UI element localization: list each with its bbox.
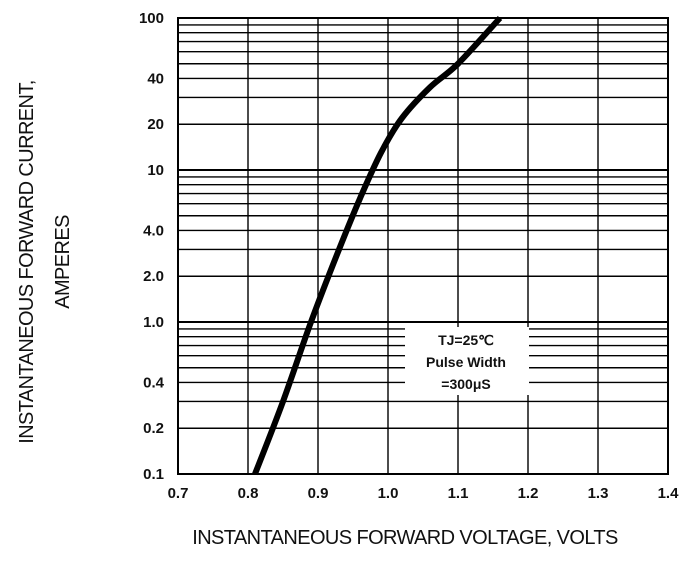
forward-characteristic-curve: [252, 15, 503, 476]
x-tick-label: 1.3: [588, 485, 609, 502]
y-tick-label: 0.1: [143, 466, 164, 483]
x-tick-label: 1.1: [448, 485, 469, 502]
tick-label-layer: 0.7 0.8 0.9 1.0 1.1 1.2 1.3 1.4 0.1 0.2 0.4 1.0 2.0 4…: [139, 10, 679, 502]
x-axis-title: INSTANTANEOUS FORWARD VOLTAGE, VOLTS: [192, 527, 618, 549]
y-axis-title-line-1: INSTANTANEOUS FORWARD CURRENT,: [16, 80, 38, 444]
plot-frame: [177, 17, 669, 475]
series-layer: [252, 15, 503, 476]
x-tick-label: 1.2: [518, 485, 539, 502]
x-tick-label: 0.9: [308, 485, 329, 502]
y-tick-label: 10: [147, 162, 164, 179]
y-tick-label: 20: [147, 116, 164, 133]
x-tick-label: 1.4: [658, 485, 680, 502]
y-tick-label: 100: [139, 10, 164, 27]
x-tick-label: 0.8: [238, 485, 259, 502]
y-tick-label: 0.2: [143, 420, 164, 437]
annotation-line-pulse-value: =300μS: [441, 376, 490, 392]
grid-layer: [177, 17, 669, 475]
y-tick-label: 0.4: [143, 374, 165, 391]
y-tick-label: 1.0: [143, 314, 164, 331]
y-tick-label: 4.0: [143, 222, 164, 239]
y-axis-title-line-2: AMPERES: [52, 215, 74, 309]
annotation-line-pulse-width: Pulse Width: [426, 354, 506, 370]
annotation-background: [405, 327, 529, 395]
y-tick-label: 2.0: [143, 268, 164, 285]
x-tick-label: 0.7: [168, 485, 189, 502]
annotation-line-junction-temp: TJ=25℃: [438, 332, 494, 348]
x-tick-label: 1.0: [378, 485, 399, 502]
y-tick-label: 40: [147, 70, 164, 87]
annotation-layer: TJ=25℃ Pulse Width =300μS: [405, 327, 529, 395]
